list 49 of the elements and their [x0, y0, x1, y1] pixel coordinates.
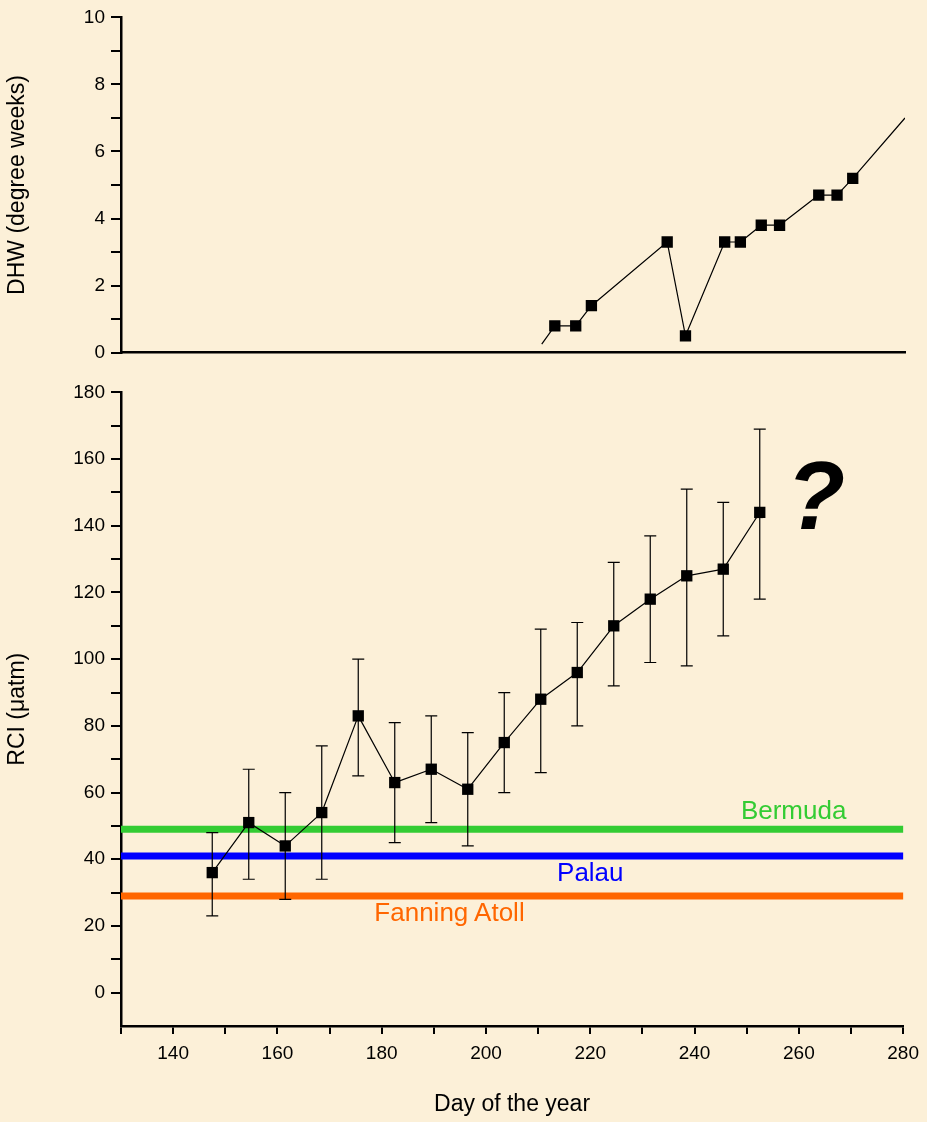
x-axis-title: Day of the year: [434, 1089, 591, 1116]
y-tick-label: 6: [94, 139, 105, 161]
x-tick-label: 260: [783, 1041, 815, 1063]
x-tick-label: 180: [365, 1041, 398, 1063]
point: [644, 593, 656, 605]
point: [535, 693, 547, 705]
point: [389, 776, 401, 789]
point: [352, 710, 364, 722]
point: [571, 666, 583, 679]
y-tick-label: 180: [73, 380, 105, 402]
x-tick-label: 240: [678, 1041, 711, 1063]
y-tick-label: 120: [73, 580, 105, 602]
point: [754, 506, 766, 519]
y-tick-label: 160: [73, 447, 105, 469]
y-tick-label: 4: [94, 206, 106, 228]
point: [206, 866, 218, 879]
point: [243, 816, 255, 829]
y-tick-label: 10: [83, 5, 105, 27]
point: [661, 236, 673, 248]
x-tick-label: 220: [574, 1041, 607, 1063]
point: [425, 763, 437, 775]
y-tick-label: 140: [73, 514, 105, 536]
y-tick-label: 20: [83, 914, 105, 936]
y-tick-label: 80: [83, 714, 105, 736]
y-axis-title: DHW (degree weeks): [3, 75, 30, 295]
y-tick-label: 0: [94, 980, 105, 1002]
ref-line-label: Palau: [557, 857, 624, 888]
x-tick-label: 200: [470, 1041, 502, 1063]
x-tick-label: 160: [261, 1041, 294, 1063]
y-tick-label: 0: [94, 340, 105, 362]
x-tick-label: 280: [887, 1041, 919, 1063]
y-tick-label: 8: [94, 72, 105, 94]
point: [681, 570, 693, 582]
y-tick-label: 2: [94, 273, 105, 295]
annotation: ?: [786, 441, 846, 549]
point: [316, 806, 328, 819]
ref-line-label: Bermuda: [740, 795, 847, 826]
y-tick-label: 100: [73, 647, 105, 669]
point: [608, 620, 620, 632]
point: [462, 783, 474, 795]
ref-line-label: Fanning Atoll: [374, 897, 525, 928]
x-tick-label: 140: [157, 1041, 189, 1063]
point: [831, 189, 843, 201]
y-axis-title: RCI (μatm): [3, 652, 30, 766]
y-tick-label: 40: [83, 847, 105, 869]
point: [279, 840, 291, 852]
y-tick-label: 60: [83, 780, 105, 802]
point: [717, 563, 729, 575]
point: [498, 736, 510, 749]
